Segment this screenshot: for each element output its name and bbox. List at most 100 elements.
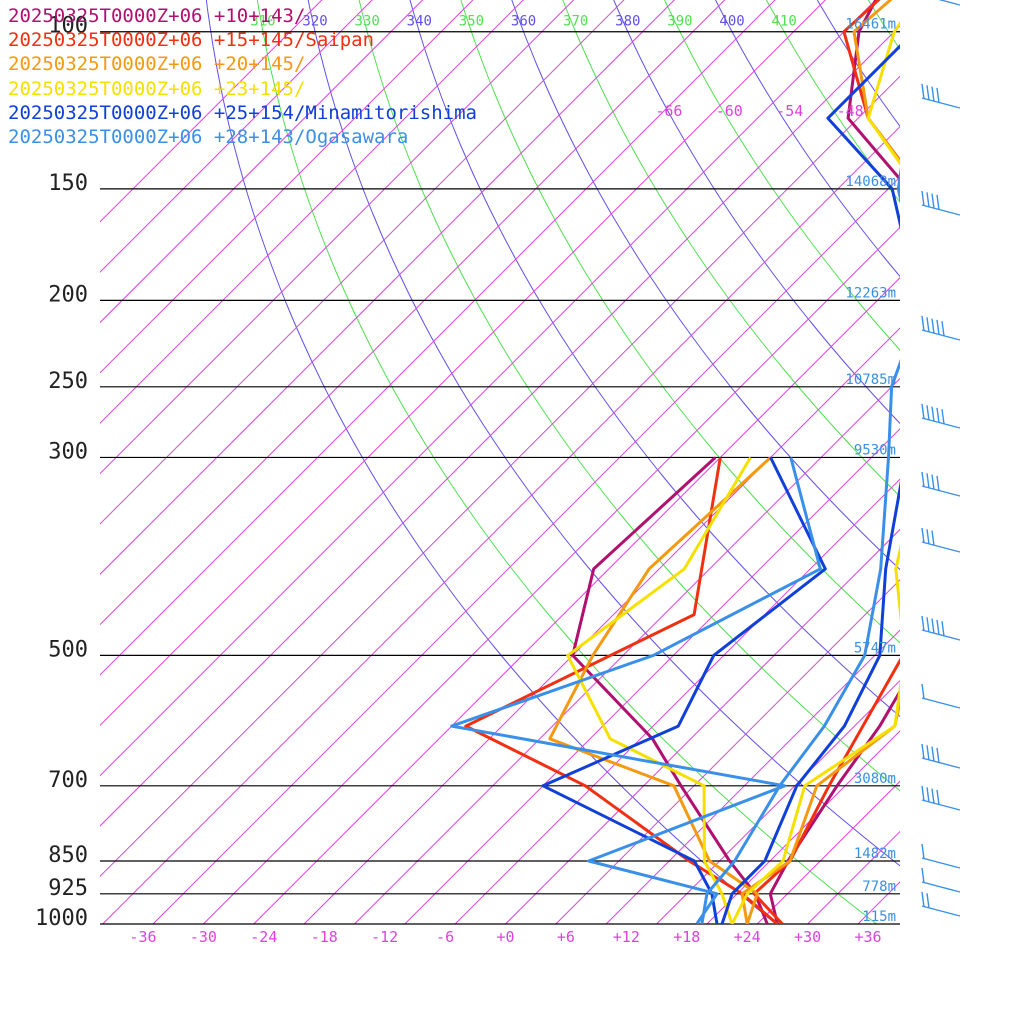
dry-adiabat [613, 0, 900, 425]
dry-adiabat [664, 0, 900, 351]
temp-tick-label: +0 [496, 928, 514, 946]
dewpoint-line [548, 456, 772, 924]
height-label: 10785m [845, 372, 896, 388]
dry-adiabats [205, 0, 1024, 924]
height-label: 778m [862, 879, 896, 895]
isotherm-line [908, 0, 1024, 924]
dry-adiabat [460, 0, 900, 644]
isotherm-line [100, 0, 323, 223]
theta-label: 390 [667, 14, 692, 30]
pressure-label: 1000 [35, 906, 88, 931]
isotherm-line [555, 579, 900, 924]
temp-tick-label: +30 [794, 928, 821, 946]
pressure-label: 300 [48, 439, 88, 464]
theta-label: 380 [615, 14, 640, 30]
theta-label: 350 [459, 14, 484, 30]
wind-barb-icon [921, 315, 961, 341]
isotherm-line [303, 327, 900, 924]
dry-adiabat [511, 0, 900, 571]
legend-entry: 20250325T0000Z+06 +28+143/Ogasawara [8, 126, 409, 149]
wind-barb-icon [921, 615, 961, 641]
dry-adiabat [919, 0, 1024, 924]
dry-adiabat [358, 0, 900, 792]
isotherm-line [100, 0, 373, 273]
theta-label: 320 [302, 14, 327, 30]
isotherm-line [100, 0, 827, 727]
temperature-line [720, 43, 900, 924]
theta-label: 370 [563, 14, 588, 30]
theta-label: 330 [355, 14, 380, 30]
temperature-line [700, 166, 900, 924]
height-label: 9530m [854, 442, 896, 458]
isotherm-line [605, 629, 900, 924]
wind-barb-icon [921, 83, 961, 109]
isotherm-line [505, 528, 900, 924]
profiles [450, 0, 900, 924]
isotherm-line [253, 277, 900, 924]
pressure-label: 100 [48, 14, 88, 39]
dewpoint-line [464, 457, 779, 924]
axis-labels: 310 320 330 340 350 360 370 380 390 400 410 100 1646… [35, 14, 896, 946]
dry-adiabat [205, 0, 777, 924]
height-label: 5747m [854, 640, 896, 656]
pressure-label: 850 [48, 843, 88, 868]
wind-barb-icon [921, 683, 961, 709]
theta-label: 400 [719, 14, 744, 30]
temp-tick-label: -36 [129, 928, 156, 946]
temp-tick-label: -30 [190, 928, 217, 946]
isotherm-line [706, 730, 900, 924]
isotherm-top-label: -48 [837, 102, 864, 120]
dry-adiabat [715, 0, 900, 278]
isotherm-line [100, 75, 900, 878]
isotherm-line [404, 428, 900, 924]
legend: 20250325T0000Z+06 +10+143/20250325T0000Z… [8, 4, 477, 149]
temperature-line [752, 0, 900, 924]
isotherm-top-label: -60 [716, 102, 743, 120]
wind-barb-icon [921, 403, 961, 429]
isotherm-top-label: -54 [776, 102, 803, 120]
temp-tick-label: +6 [557, 928, 575, 946]
legend-entry: 20250325T0000Z+06 +20+145/ [8, 53, 306, 76]
isotherm-line [100, 0, 474, 374]
isotherm-line [102, 125, 900, 924]
height-label: 115m [862, 909, 896, 925]
isotherms [100, 0, 1024, 924]
isotherm-line [100, 0, 675, 575]
pressure-label: 200 [48, 282, 88, 307]
wind-barb-icon [921, 843, 961, 869]
legend-entry: 20250325T0000Z+06 +10+143/ [8, 5, 306, 27]
isotherm-line [100, 25, 900, 827]
isotherm-line [100, 0, 776, 676]
wind-barb-icon [921, 891, 961, 917]
isotherm-line [203, 226, 900, 924]
isotherm-line [656, 679, 900, 924]
temperature-line [740, 0, 900, 924]
height-label: 14068m [845, 174, 896, 190]
theta-label: 310 [250, 14, 275, 30]
wind-barb-icon [921, 867, 961, 893]
pressure-label: 150 [48, 171, 88, 196]
temp-tick-label: -6 [436, 928, 454, 946]
height-label: 16461m [845, 17, 896, 33]
dewpoint-line [450, 457, 822, 924]
theta-label: 360 [511, 14, 536, 30]
height-label: 3080m [854, 771, 896, 787]
height-label: 12263m [845, 285, 896, 301]
dewpoint-line [566, 456, 752, 924]
height-label: 1482m [854, 846, 896, 862]
isotherm-line [454, 478, 900, 924]
theta-label: 410 [772, 14, 797, 30]
wind-barb-icon [921, 190, 961, 216]
isotherm-line [100, 0, 524, 424]
wind-barb-icon [921, 527, 961, 553]
pressure-label: 925 [48, 876, 88, 901]
temp-tick-label: -12 [371, 928, 398, 946]
pressure-label: 250 [48, 369, 88, 394]
wind-barb-icon [921, 471, 961, 497]
legend-entry: 20250325T0000Z+06 +25+154/Minamitorishim… [8, 101, 477, 124]
temp-tick-label: +12 [613, 928, 640, 946]
temp-tick-label: -18 [311, 928, 338, 946]
temp-tick-label: +36 [854, 928, 881, 946]
isotherm-line [100, 0, 575, 475]
